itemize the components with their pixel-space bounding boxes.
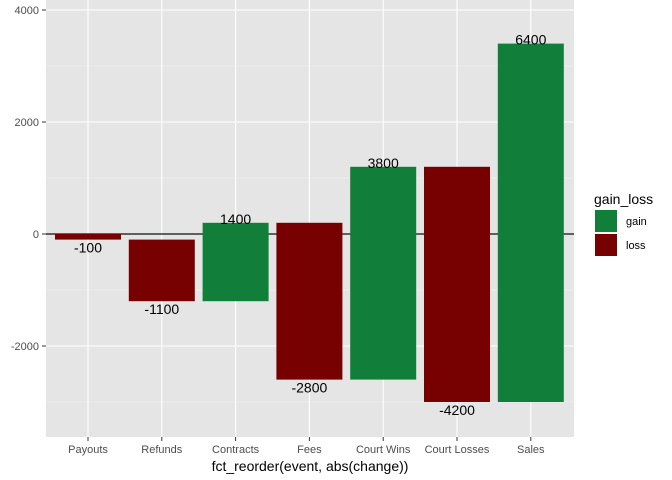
legend-key-gain — [595, 210, 617, 232]
x-tick-label: Payouts — [68, 444, 108, 456]
bar-payouts — [55, 234, 121, 240]
bar-sales — [497, 43, 564, 402]
bar-fees — [276, 222, 343, 380]
data-label: -1100 — [144, 301, 179, 317]
x-tick-label: Refunds — [141, 444, 182, 456]
data-label: -100 — [74, 240, 102, 256]
y-axis: -2000 0 2000 4000 — [11, 5, 46, 353]
y-tick-label: -2000 — [11, 341, 39, 353]
legend-items: gain loss — [595, 210, 647, 256]
x-tick-label: Court Wins — [356, 444, 411, 456]
bar-contracts — [202, 222, 269, 302]
data-labels: -100 -1100 1400 -2800 3800 -4200 6400 — [74, 32, 547, 418]
x-axis-title: fct_reorder(event, abs(change)) — [212, 458, 409, 474]
y-tick-label: 0 — [33, 229, 39, 241]
bars — [55, 43, 564, 402]
data-label: -4200 — [439, 402, 475, 418]
x-tick-label: Court Losses — [425, 444, 490, 456]
legend-label: loss — [626, 240, 646, 252]
legend: gain_loss gain loss — [594, 191, 653, 256]
legend-title: gain_loss — [594, 191, 653, 207]
y-tick-label: 2000 — [15, 117, 39, 129]
data-label: 1400 — [220, 211, 251, 227]
bar-refunds — [128, 239, 195, 302]
bar-court-wins — [350, 166, 417, 380]
x-tick-label: Sales — [517, 444, 545, 456]
data-label: -2800 — [291, 380, 327, 396]
data-label: 3800 — [368, 155, 399, 171]
x-axis: Payouts Refunds Contracts Fees Court Wins Cou… — [68, 437, 545, 456]
x-tick-label: Fees — [297, 444, 322, 456]
data-label: 6400 — [515, 32, 546, 48]
bar-court-losses — [424, 166, 490, 402]
legend-key-loss — [595, 234, 617, 256]
x-tick-label: Contracts — [212, 444, 260, 456]
legend-label: gain — [626, 216, 647, 228]
y-tick-label: 4000 — [15, 5, 39, 17]
